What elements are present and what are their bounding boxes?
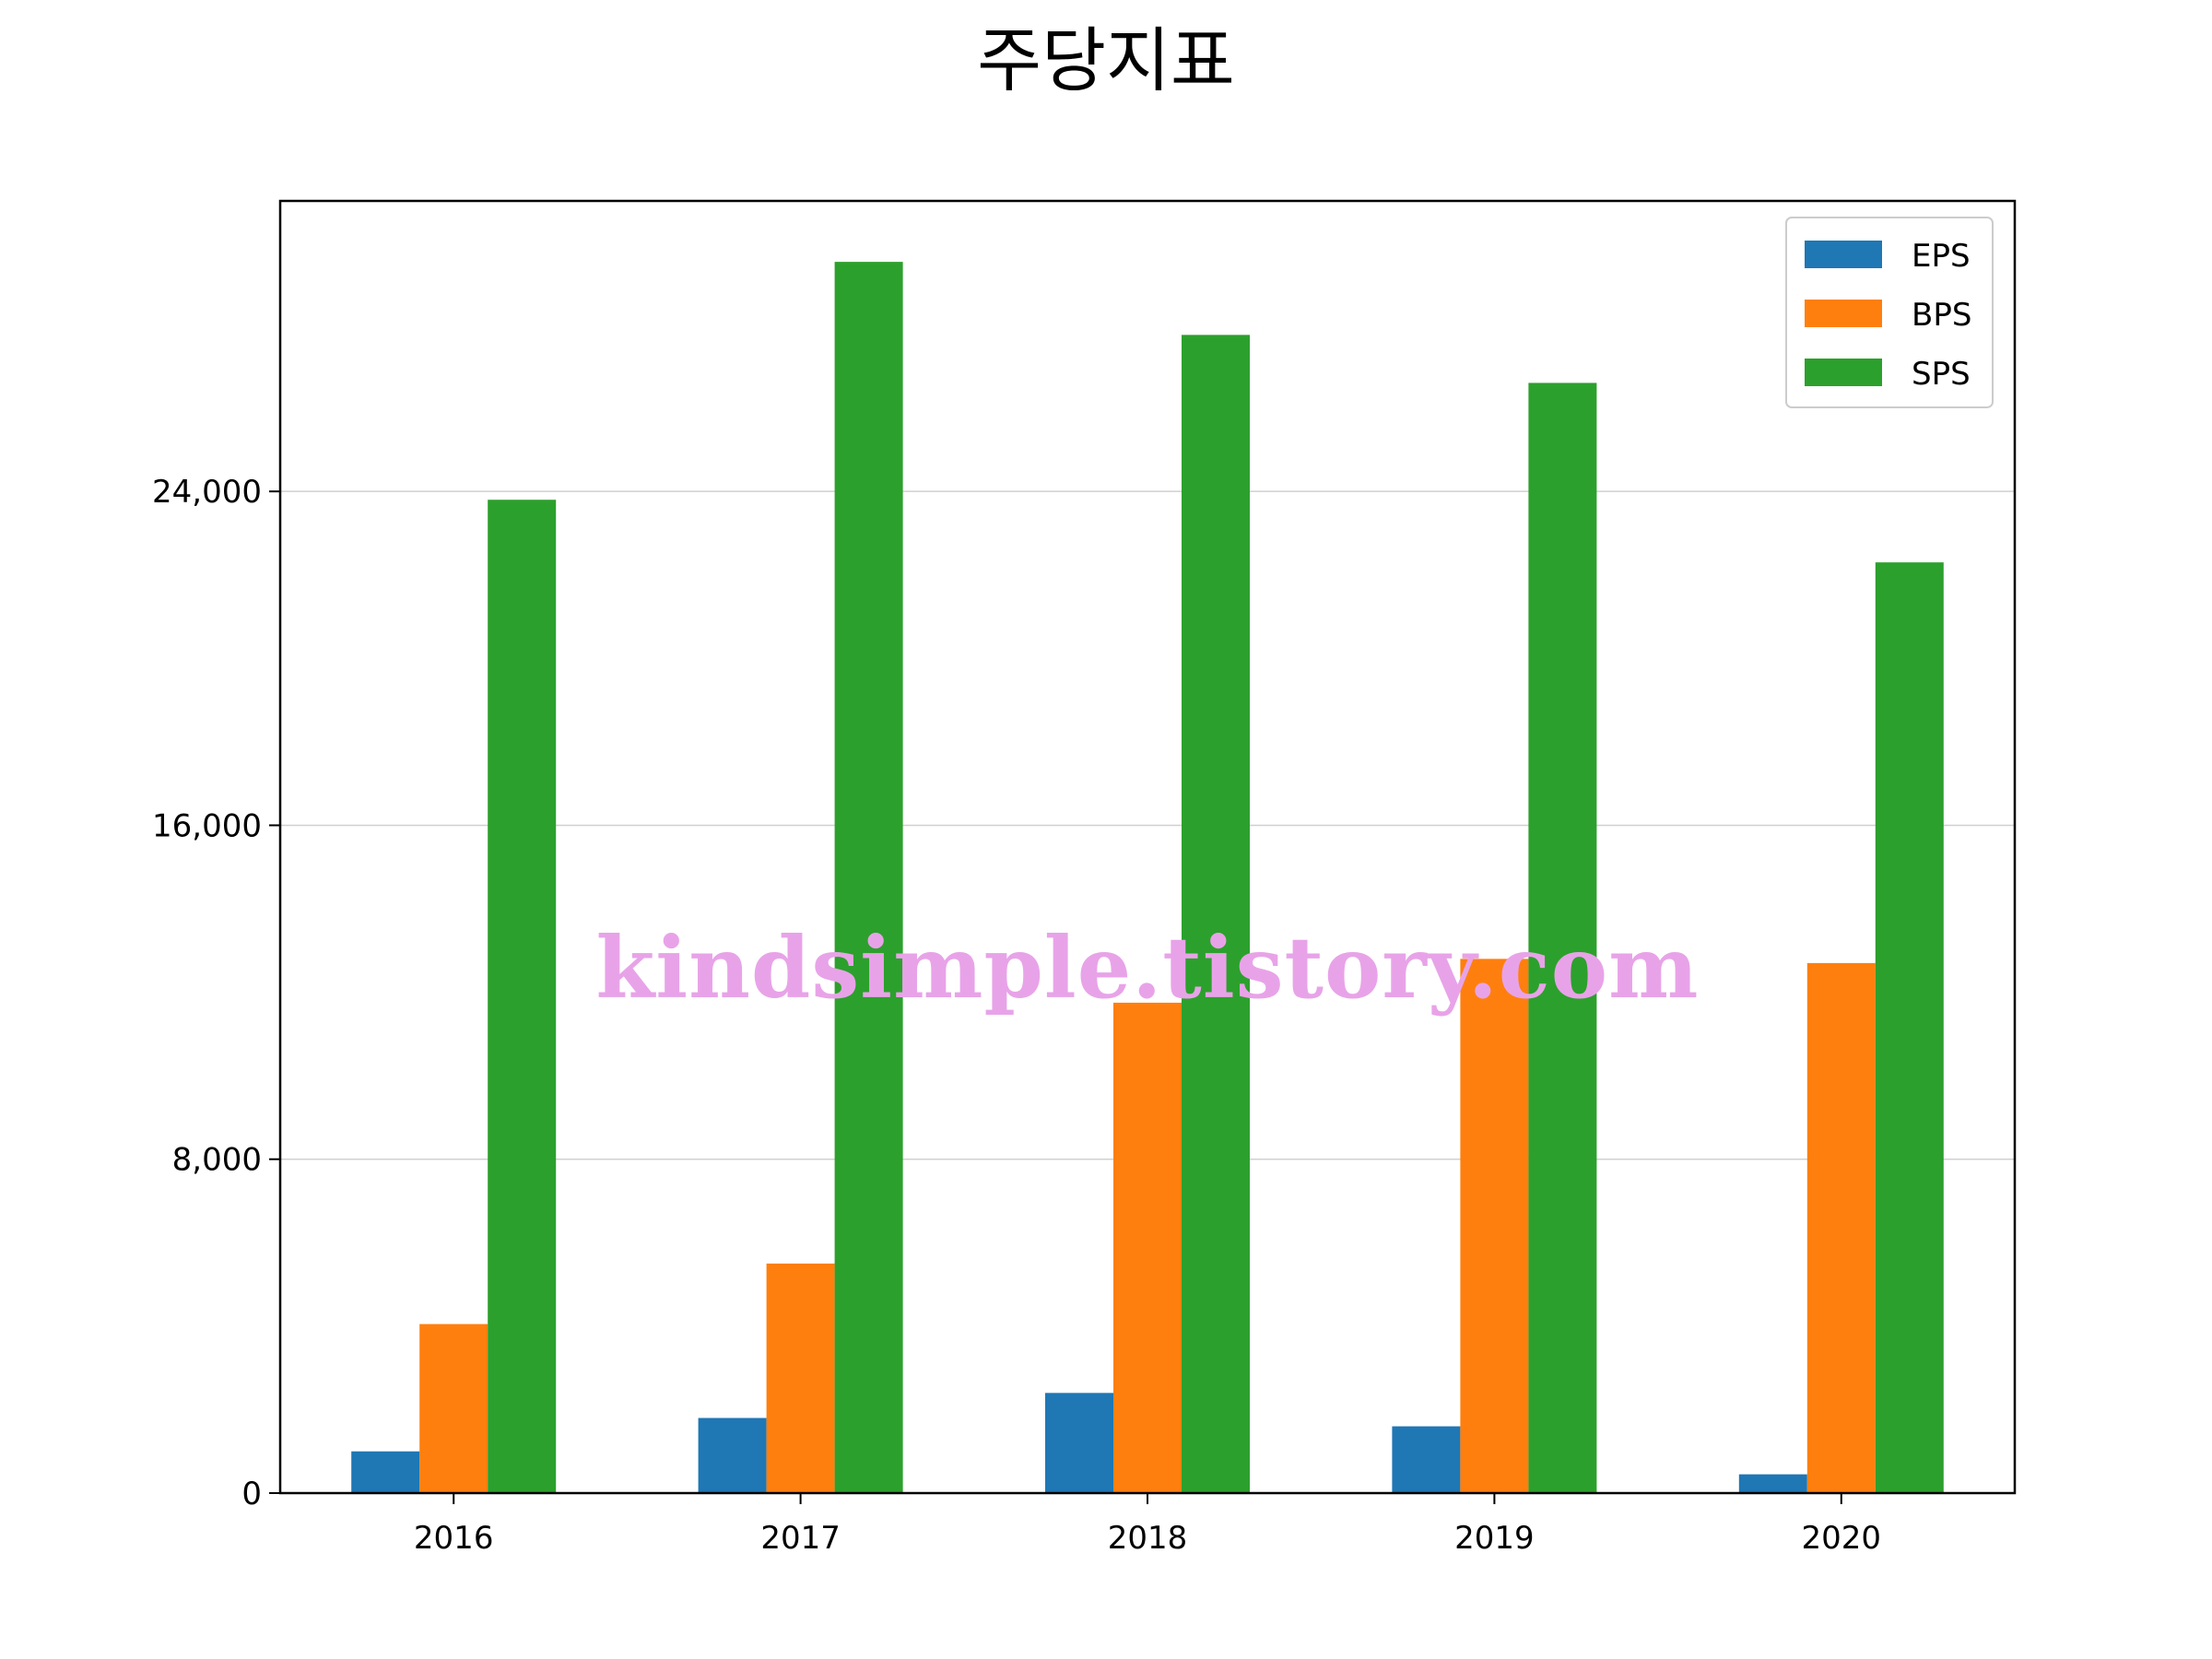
x-tick-label: 2017 [760, 1520, 841, 1557]
x-tick-label: 2018 [1108, 1520, 1188, 1557]
legend-label-eps: EPS [1912, 238, 1971, 275]
bar-eps-2020 [1738, 1474, 1807, 1493]
legend-label-sps: SPS [1912, 356, 1971, 393]
bar-eps-2016 [351, 1451, 420, 1493]
y-axis: 0 8,000 16,000 24,000 [152, 474, 280, 1512]
watermark-text: kindsimple.tistory.com [595, 918, 1699, 1018]
bar-bps-2018 [1113, 1002, 1182, 1493]
legend-swatch-sps [1805, 359, 1882, 386]
bars [351, 262, 1944, 1494]
bar-bps-2016 [419, 1324, 488, 1493]
bar-bps-2019 [1460, 959, 1529, 1493]
legend-label-bps: BPS [1912, 297, 1971, 334]
bar-sps-2018 [1182, 335, 1250, 1493]
chart-title: 주당지표 [977, 19, 1235, 101]
y-tick-label: 24,000 [152, 474, 262, 511]
x-tick-label: 2019 [1454, 1520, 1535, 1557]
y-tick-label: 0 [241, 1476, 262, 1512]
bar-sps-2017 [834, 262, 903, 1493]
bar-sps-2019 [1528, 382, 1597, 1494]
bar-eps-2019 [1392, 1426, 1461, 1493]
bar-bps-2017 [766, 1263, 835, 1493]
bar-eps-2018 [1045, 1393, 1113, 1493]
bar-bps-2020 [1806, 962, 1876, 1493]
bar-eps-2017 [698, 1418, 767, 1493]
legend: EPS BPS SPS [1785, 217, 1994, 408]
legend-swatch-bps [1805, 300, 1882, 327]
bar-sps-2016 [488, 500, 557, 1494]
y-tick-label: 16,000 [152, 807, 262, 844]
y-tick-label: 8,000 [172, 1142, 262, 1179]
x-tick-label: 2016 [414, 1520, 494, 1557]
x-tick-label: 2020 [1802, 1520, 1882, 1557]
legend-swatch-eps [1805, 241, 1882, 268]
bar-sps-2020 [1875, 562, 1944, 1493]
x-axis: 2016 2017 2018 2019 2020 [414, 1493, 1881, 1557]
